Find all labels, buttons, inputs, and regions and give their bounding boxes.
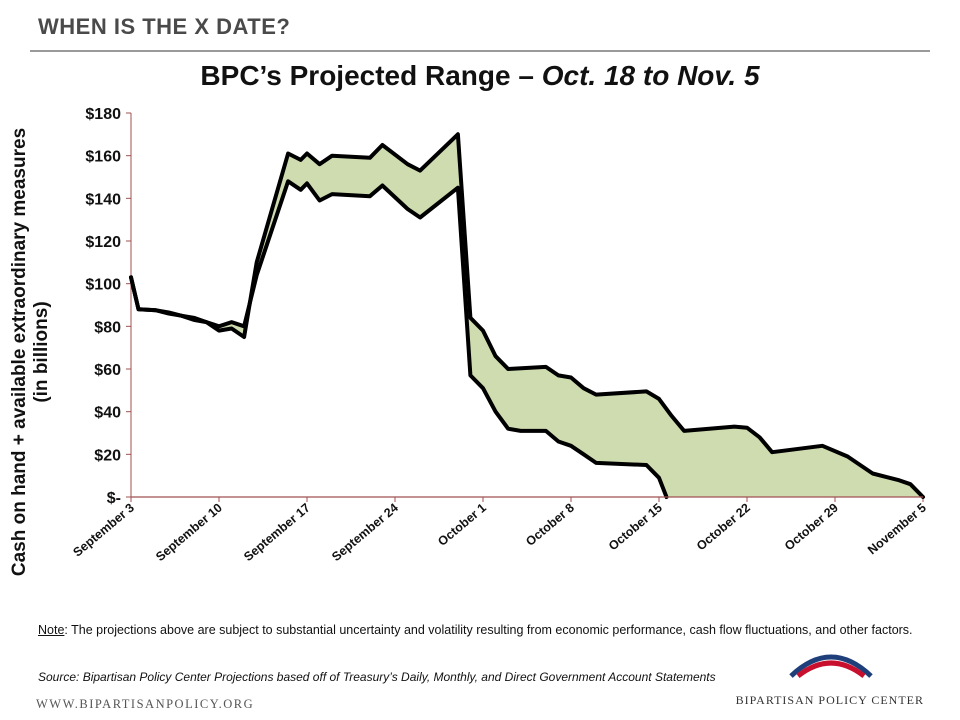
y-tick-label: $80 [94, 319, 121, 336]
x-tick-label: September 24 [329, 501, 401, 564]
x-tick-label: September 3 [70, 501, 137, 560]
y-tick-label: $40 [94, 405, 121, 422]
y-tick-label: $- [107, 490, 121, 507]
chart-title: BPC’s Projected Range – Oct. 18 to Nov. … [0, 60, 960, 92]
source-text: Source: Bipartisan Policy Center Project… [38, 670, 716, 684]
page-header-title: WHEN IS THE X DATE? [38, 14, 291, 39]
high-projection-line [129, 132, 925, 499]
x-tick-label: October 8 [523, 501, 577, 549]
x-tick-label: October 15 [606, 501, 665, 554]
bpc-logo-text: BIPARTISAN POLICY CENTER [735, 693, 924, 707]
header-divider [30, 50, 930, 52]
x-tick-label: November 5 [865, 501, 929, 558]
y-tick-label: $160 [85, 149, 121, 166]
note-text: Note: The projections above are subject … [38, 622, 918, 638]
x-tick-label: September 10 [153, 501, 225, 564]
chart-title-date-range: Oct. 18 to Nov. 5 [541, 60, 760, 91]
x-date-chart: $- $20 $40 $60 $80 $100 $120 $140 $160 $180 Septem… [70, 106, 929, 564]
chart-title-main: BPC’s Projected Range – [200, 60, 542, 91]
note-label: Note [38, 623, 65, 637]
y-tick-label: $140 [85, 191, 121, 208]
y-tick-label: $120 [85, 234, 121, 251]
projected-range-area [131, 134, 923, 498]
footer-url[interactable]: WWW.BIPARTISANPOLICY.ORG [36, 697, 255, 711]
y-tick-label: $100 [85, 277, 121, 294]
y-tick-label: $60 [94, 362, 121, 379]
x-tick-label: September 17 [241, 501, 313, 564]
y-tick-label: $180 [85, 106, 121, 123]
bpc-logo-icon [789, 654, 873, 678]
x-tick-label: October 22 [694, 501, 753, 554]
x-tick-label: October 29 [782, 501, 841, 554]
note-body: : The projections above are subject to s… [64, 623, 913, 637]
y-tick-label: $20 [94, 447, 121, 464]
x-tick-label: October 1 [435, 501, 489, 549]
